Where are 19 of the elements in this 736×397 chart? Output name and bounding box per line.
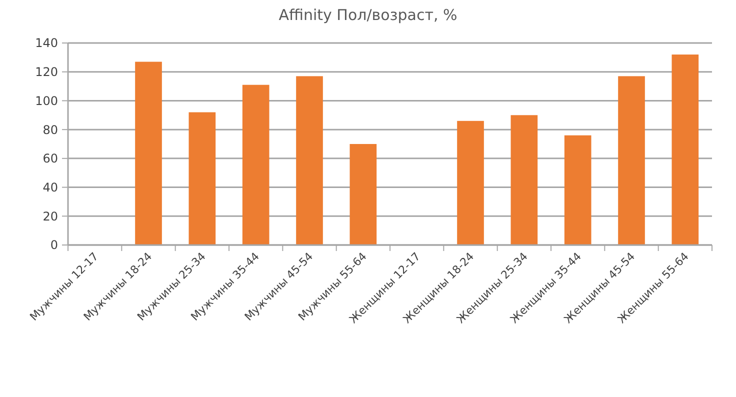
bar <box>296 76 323 245</box>
bar <box>618 76 645 245</box>
bar <box>350 144 377 245</box>
bar <box>564 135 592 245</box>
y-tick-label: 80 <box>42 122 58 137</box>
y-tick-label: 120 <box>35 65 58 80</box>
bar <box>135 62 162 245</box>
bar <box>510 115 538 245</box>
y-tick-label: 20 <box>42 209 58 224</box>
chart-title: Affinity Пол/возраст, % <box>278 6 458 24</box>
y-tick-label: 0 <box>50 238 58 252</box>
y-tick-label: 140 <box>35 36 58 50</box>
bar <box>242 84 270 245</box>
bar <box>188 112 216 245</box>
y-tick-label: 100 <box>35 94 58 108</box>
y-tick-label: 40 <box>42 180 58 194</box>
bar <box>672 54 699 245</box>
bar <box>457 120 484 245</box>
y-tick-label: 60 <box>42 152 58 166</box>
